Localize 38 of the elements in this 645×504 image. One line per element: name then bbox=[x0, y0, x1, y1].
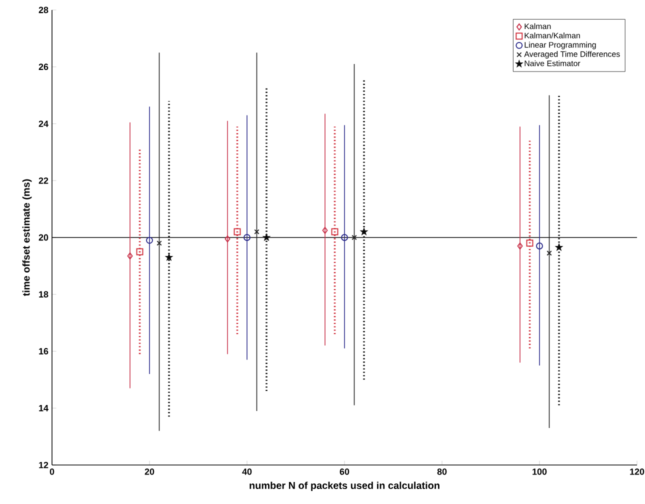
point bbox=[352, 234, 357, 240]
y-tick-label: 24 bbox=[38, 120, 48, 127]
y-tick-label: 16 bbox=[39, 348, 48, 354]
x-tick-label: 120 bbox=[630, 468, 644, 475]
point bbox=[341, 234, 348, 241]
point bbox=[224, 235, 230, 242]
point bbox=[136, 248, 144, 256]
point bbox=[360, 228, 368, 235]
point bbox=[517, 242, 523, 250]
point bbox=[331, 228, 338, 236]
y-tick-label: 18 bbox=[39, 291, 48, 298]
y-tick-label: 28 bbox=[38, 6, 48, 14]
point bbox=[244, 234, 250, 241]
x-tick-label: 40 bbox=[242, 468, 252, 475]
point bbox=[254, 229, 260, 234]
y-tick-label: 22 bbox=[38, 177, 48, 184]
x-tick-label: 0 bbox=[50, 468, 54, 475]
point bbox=[234, 228, 241, 236]
point bbox=[166, 254, 172, 260]
point bbox=[526, 240, 534, 247]
point bbox=[556, 244, 562, 250]
y-tick-label: 26 bbox=[38, 64, 48, 70]
x-tick-label: 60 bbox=[340, 468, 350, 475]
point bbox=[322, 226, 328, 234]
y-axis-title: time offset estimate (ms) bbox=[22, 179, 32, 296]
point bbox=[546, 250, 552, 256]
point bbox=[536, 242, 543, 250]
x-tick-label: 100 bbox=[532, 468, 547, 475]
point bbox=[127, 252, 133, 260]
y-tick-label: 20 bbox=[38, 234, 48, 241]
x-tick-label: 80 bbox=[437, 468, 447, 475]
y-tick-label: 12 bbox=[39, 462, 48, 468]
x-tick-label: 20 bbox=[144, 468, 154, 475]
point bbox=[156, 240, 162, 246]
point bbox=[263, 234, 270, 240]
y-tick-label: 14 bbox=[39, 405, 48, 412]
point bbox=[146, 236, 153, 244]
x-axis-title: number N of packets used in calculation bbox=[250, 482, 440, 491]
